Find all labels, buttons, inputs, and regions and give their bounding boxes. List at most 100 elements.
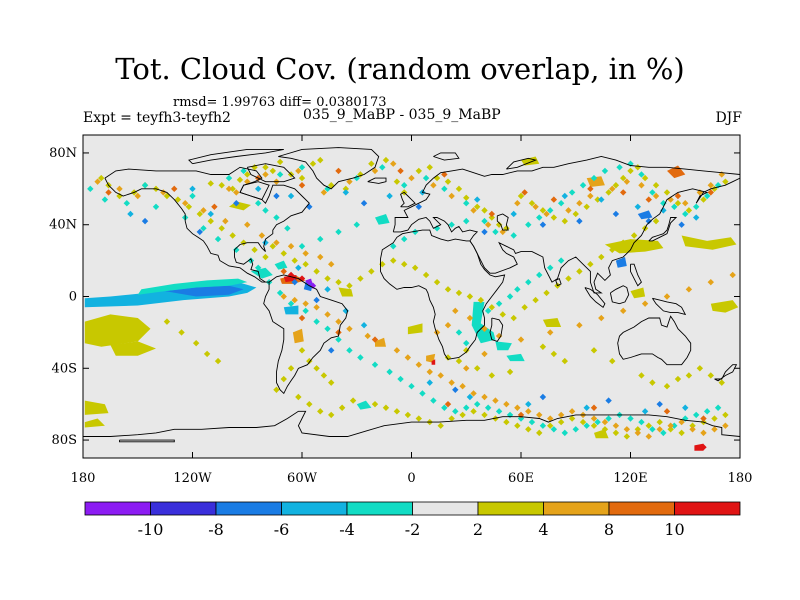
anomaly-speck-orange	[711, 426, 718, 433]
anomaly-speck-yellow	[298, 347, 306, 354]
anomaly-speck-orange	[722, 422, 729, 429]
anomaly-speck-orange	[536, 411, 543, 419]
anomaly-speck-orange	[222, 217, 229, 225]
anomaly-speck-orange	[459, 383, 466, 390]
anomaly-speck-yellow	[517, 192, 525, 200]
colorbar-label: 8	[604, 520, 614, 539]
anomaly-speck-cyan	[557, 199, 565, 207]
anomaly-speck-orange	[667, 196, 674, 203]
anomaly-speck-yellow	[587, 261, 594, 268]
anomaly-speck-yellow	[338, 404, 346, 411]
anomaly-speck-cyan	[101, 196, 109, 203]
anomaly-speck-cyan	[441, 404, 448, 411]
anomaly-speck-cyan	[583, 422, 590, 429]
anomaly-speck-orange	[94, 178, 101, 185]
colorbar-swatch	[281, 501, 348, 516]
anomaly-speck-yellow	[539, 207, 547, 214]
anomaly-speck-orange	[233, 189, 240, 196]
anomaly-speck-cyan	[353, 221, 360, 228]
coastline-borneo	[609, 285, 630, 305]
anomaly-speck-blue	[452, 386, 459, 394]
anomaly-speck-yellow	[488, 372, 495, 379]
anomaly-speck-cyan	[463, 404, 470, 411]
anomaly-speck-red	[700, 444, 707, 451]
anomaly-speck-cyan	[514, 286, 521, 293]
anomaly-speck-cyan	[430, 397, 437, 404]
coastline-madagascar	[489, 317, 504, 342]
anomaly-speck-cyan	[714, 182, 722, 189]
anomaly-speck-cyan	[273, 214, 280, 221]
anomaly-speck-cyan	[474, 400, 481, 408]
anomaly-speck-yellow	[638, 372, 645, 379]
anomaly-speck-orange	[612, 422, 620, 429]
anomaly-speck-yellow	[678, 429, 685, 437]
axis-ticks: 80N 40N 0 40S 80S 180 120W 60W 0 60E 120E 180	[49, 135, 752, 486]
anomaly-patch-yellow	[407, 323, 423, 335]
anomaly-speck-yellow	[488, 304, 495, 311]
anomaly-speck-cyan	[335, 336, 342, 343]
anomaly-speck-cyan	[386, 368, 393, 376]
anomaly-speck-cyan	[390, 243, 397, 250]
anomaly-speck-orange	[393, 347, 401, 354]
colorbar-label: -4	[339, 520, 355, 539]
anomaly-speck-yellow	[357, 275, 364, 282]
anomaly-speck-yellow	[583, 203, 590, 210]
anomaly-speck-yellow	[382, 404, 390, 411]
anomaly-speck-cyan	[422, 174, 430, 182]
coastline-svalbard	[433, 152, 460, 161]
anomaly-speck-yellow	[207, 217, 214, 225]
anomaly-patch-yellow	[338, 287, 354, 297]
anomaly-speck-lightblue	[324, 286, 331, 293]
anomaly-speck-blue	[539, 221, 547, 228]
anomaly-speck-orange	[484, 221, 492, 228]
anomaly-speck-cyan	[324, 185, 331, 193]
anomaly-speck-orange	[547, 329, 554, 336]
anomaly-speck-yellow	[455, 185, 463, 193]
anomaly-speck-yellow	[313, 268, 320, 275]
colorbar-label: -8	[208, 520, 224, 539]
anomaly-speck-yellow	[641, 174, 649, 182]
anomaly-speck-cyan	[649, 189, 656, 196]
anomaly-speck-yellow	[393, 178, 401, 185]
anomaly-speck-cyan	[525, 221, 532, 228]
anomaly-speck-yellow	[298, 174, 306, 182]
anomaly-speck-orange	[291, 296, 298, 304]
anomaly-speck-darkorange	[211, 203, 218, 210]
anomaly-speck-lightblue	[510, 210, 517, 218]
anomaly-speck-cyan	[411, 228, 419, 236]
coastline-ross-ice-strip	[119, 439, 175, 443]
anomaly-speck-yellow	[495, 221, 503, 228]
anomaly-speck-cyan	[397, 375, 404, 383]
anomaly-speck-orange	[390, 160, 397, 167]
anomaly-speck-orange	[437, 372, 444, 379]
anomaly-speck-lightblue	[342, 189, 349, 196]
anomaly-speck-yellow	[306, 400, 313, 408]
anomaly-speck-yellow	[718, 379, 725, 386]
anomaly-speck-cyan	[346, 347, 353, 354]
anomaly-speck-orange	[466, 314, 474, 322]
anomaly-speck-cyan	[401, 235, 408, 243]
anomaly-speck-orange	[225, 185, 233, 193]
anomaly-speck-cyan	[579, 182, 587, 189]
anomaly-speck-yellow	[609, 246, 616, 254]
anomaly-speck-cyan	[255, 199, 262, 207]
anomaly-speck-yellow	[561, 357, 568, 365]
anomaly-speck-yellow	[707, 372, 714, 379]
anomaly-speck-cyan	[87, 185, 94, 193]
anomaly-speck-darkorange	[105, 189, 112, 196]
anomaly-speck-blue	[196, 228, 203, 236]
anomaly-speck-cyan	[463, 217, 470, 225]
anomaly-speck-yellow	[390, 257, 397, 264]
anomaly-speck-yellow	[302, 261, 309, 268]
anomaly-speck-orange	[346, 178, 353, 185]
anomaly-patch-cyan	[375, 214, 390, 225]
coastline-caspian-sea	[496, 213, 509, 231]
anomaly-speck-orange	[200, 207, 207, 214]
anomaly-speck-yellow	[543, 289, 550, 297]
anomaly-patch-yellow	[521, 156, 540, 166]
anomaly-speck-cyan	[536, 214, 543, 221]
anomaly-speck-darkorange	[441, 171, 448, 178]
anomaly-speck-yellow	[163, 318, 171, 325]
anomaly-speck-yellow	[178, 329, 185, 336]
anomaly-speck-yellow	[280, 250, 287, 257]
